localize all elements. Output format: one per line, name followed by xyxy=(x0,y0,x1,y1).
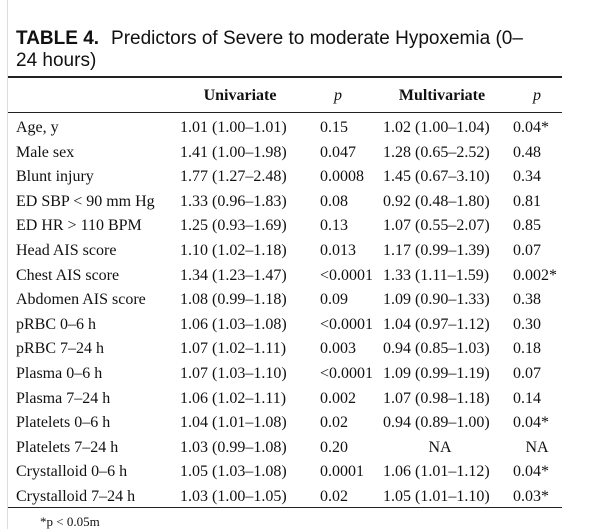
table-cell: 0.04* xyxy=(513,463,549,481)
table-cell: 1.34 (1.23–1.47) xyxy=(180,266,287,284)
row-label: Platelets 7–24 h xyxy=(16,438,119,456)
table-cell: 0.002 xyxy=(320,389,356,407)
table-cell: 1.05 (1.03–1.08) xyxy=(180,463,287,481)
row-label: Head AIS score xyxy=(16,242,117,259)
table-cell: 1.07 (0.98–1.18) xyxy=(383,389,490,407)
table-cell: 0.09 xyxy=(320,291,348,309)
row-label: pRBC 0–6 h xyxy=(16,315,97,333)
table-cell: 0.48 xyxy=(513,143,541,161)
table-cell: 0.14 xyxy=(513,389,541,407)
table-cell: 0.0001 xyxy=(320,463,364,481)
table-label: TABLE 4. xyxy=(16,28,100,49)
table-cell: 0.81 xyxy=(513,192,541,210)
table-cell: 0.03* xyxy=(513,488,549,505)
table-cell: 0.85 xyxy=(513,217,541,235)
table-cell: 1.33 (1.11–1.59) xyxy=(383,266,490,284)
column-header: p xyxy=(334,87,342,104)
table-cell: 1.06 (1.01–1.12) xyxy=(383,463,490,481)
row-label: Crystalloid 0–6 h xyxy=(16,463,128,481)
footnote: *p < 0.05m xyxy=(40,514,100,529)
table-cell: 0.92 (0.48–1.80) xyxy=(383,192,490,210)
row-label: Chest AIS score xyxy=(16,266,120,284)
table-cell: 0.003 xyxy=(320,340,356,358)
column-header: Multivariate xyxy=(398,87,486,104)
table-cell: 1.01 (1.00–1.01) xyxy=(180,119,287,136)
table-cell: 0.13 xyxy=(320,217,348,235)
table-cell: 1.04 (0.97–1.12) xyxy=(383,315,490,333)
table-cell: 0.0008 xyxy=(320,168,364,186)
title-text: Predictors of Severe to moderate Hypoxem… xyxy=(16,28,523,71)
page-border xyxy=(7,0,8,529)
row-label: Male sex xyxy=(16,143,75,161)
row-label: Crystalloid 7–24 h xyxy=(16,488,136,505)
table-cell: 0.18 xyxy=(513,340,541,358)
row-label: Platelets 0–6 h xyxy=(16,414,111,432)
table-cell: <0.0001 xyxy=(320,365,374,382)
row-label: ED SBP < 90 mm Hg xyxy=(16,192,155,210)
table-cell: 1.17 (0.99–1.39) xyxy=(383,242,490,259)
table-cell: 1.33 (0.96–1.83) xyxy=(180,192,287,210)
table-cell: 1.06 (1.03–1.08) xyxy=(180,315,287,333)
table-cell: 0.07 xyxy=(513,242,541,259)
top-rule xyxy=(8,76,562,78)
table-cell: 0.20 xyxy=(320,438,348,456)
table-cell: 0.002* xyxy=(513,266,557,284)
row-label: Plasma 0–6 h xyxy=(16,365,103,382)
table-cell: 1.04 (1.01–1.08) xyxy=(180,414,287,432)
table-cell: 1.07 (0.55–2.07) xyxy=(383,217,490,235)
table-cell: 0.04* xyxy=(513,119,549,136)
row-label: Blunt injury xyxy=(16,168,94,186)
column-header: Univariate xyxy=(203,87,277,104)
header-rule xyxy=(8,112,562,113)
table-cell: 1.09 (0.90–1.33) xyxy=(383,291,490,309)
table-cell: 1.03 (1.00–1.05) xyxy=(180,488,287,505)
table-cell: 1.09 (0.99–1.19) xyxy=(383,365,490,382)
table-cell: 1.10 (1.02–1.18) xyxy=(180,242,287,259)
table-cell: 0.013 xyxy=(320,242,356,259)
row-label: ED HR > 110 BPM xyxy=(16,217,142,235)
table-cell: 0.02 xyxy=(320,488,348,505)
table-cell: 0.07 xyxy=(513,365,541,382)
table-cell: 1.07 (1.03–1.10) xyxy=(180,365,287,382)
column-header: p xyxy=(533,87,541,104)
table-cell: <0.0001 xyxy=(320,266,374,284)
table-cell: 0.047 xyxy=(320,143,356,161)
table-cell: 1.03 (0.99–1.08) xyxy=(180,438,287,456)
table-cell: 1.08 (0.99–1.18) xyxy=(180,291,287,309)
table-cell: 1.45 (0.67–3.10) xyxy=(383,168,490,186)
table-cell: 1.77 (1.27–2.48) xyxy=(180,168,287,186)
row-label: Plasma 7–24 h xyxy=(16,389,111,407)
table-cell: 0.02 xyxy=(320,414,348,432)
table-title: TABLE 4. Predictors of Severe to moderate… xyxy=(16,28,526,72)
table-cell: 0.30 xyxy=(513,315,541,333)
table-cell: 0.04* xyxy=(513,414,549,432)
table-cell: 1.02 (1.00–1.04) xyxy=(383,119,490,136)
table-cell: 0.38 xyxy=(513,291,541,309)
table-cell: NA xyxy=(525,438,549,456)
table-cell: 1.05 (1.01–1.10) xyxy=(383,488,490,505)
table-cell: 1.06 (1.02–1.11) xyxy=(180,389,287,407)
table-cell: 0.94 (0.89–1.00) xyxy=(383,414,490,432)
table-cell: 0.15 xyxy=(320,119,348,136)
row-label: Age, y xyxy=(16,119,59,136)
table-cell: 1.07 (1.02–1.11) xyxy=(180,340,287,358)
table-cell: 0.08 xyxy=(320,192,348,210)
table-cell: 1.25 (0.93–1.69) xyxy=(180,217,287,235)
row-label: pRBC 7–24 h xyxy=(16,340,105,358)
bottom-rule xyxy=(8,507,562,508)
table-cell: 1.41 (1.00–1.98) xyxy=(180,143,287,161)
table-cell: NA xyxy=(428,438,452,456)
table-cell: 0.94 (0.85–1.03) xyxy=(383,340,490,358)
table-cell: 1.28 (0.65–2.52) xyxy=(383,143,490,161)
row-label: Abdomen AIS score xyxy=(16,291,146,309)
table-cell: <0.0001 xyxy=(320,315,374,333)
table-cell: 0.34 xyxy=(513,168,541,186)
